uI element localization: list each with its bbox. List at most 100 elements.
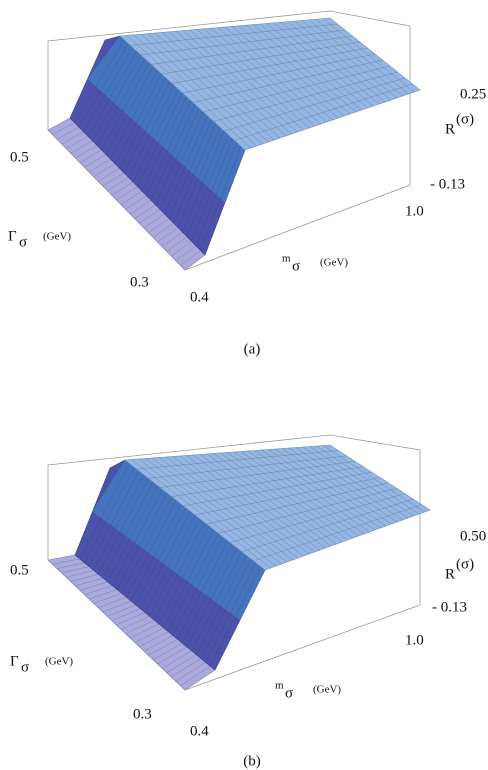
mesh-line	[308, 19, 403, 97]
mesh-line	[182, 130, 225, 233]
x-axis-label-sub: σ	[292, 258, 300, 274]
mesh-line	[140, 511, 191, 609]
mesh-line	[84, 585, 113, 595]
mesh-line	[280, 22, 380, 105]
mesh-line	[302, 446, 409, 519]
z-axis-label-sup: (σ)	[456, 111, 474, 127]
mesh-line	[79, 581, 108, 591]
mesh-line	[322, 18, 415, 93]
mesh-line	[152, 222, 174, 238]
mesh-line	[192, 59, 383, 103]
mesh-line	[294, 20, 391, 101]
mesh-line	[241, 451, 359, 537]
mesh-line	[288, 447, 398, 523]
box-edge	[47, 434, 421, 605]
mesh-line	[180, 665, 211, 686]
mesh-line	[66, 570, 94, 578]
mesh-line	[152, 642, 183, 660]
mesh-line	[245, 25, 351, 115]
mesh-line	[213, 453, 337, 545]
mesh-line	[126, 500, 177, 598]
mesh-line	[131, 459, 271, 569]
mesh-line	[89, 589, 118, 600]
x-tick-label: 0.4	[190, 723, 209, 739]
mesh-line	[120, 616, 150, 630]
mesh-line	[93, 474, 144, 571]
mesh-line	[164, 115, 208, 215]
mesh-line	[193, 454, 321, 551]
mesh-line	[172, 47, 368, 84]
mesh-line	[57, 126, 80, 140]
x-axis-label: m	[282, 253, 291, 265]
mesh-line	[157, 227, 179, 243]
mesh-line	[107, 485, 158, 582]
mesh-line	[134, 627, 164, 643]
mesh-line	[273, 22, 374, 107]
mesh-line	[111, 181, 134, 196]
z-tick-label: - 0.13	[432, 599, 467, 615]
mesh-line	[268, 449, 381, 529]
mesh-line	[194, 477, 381, 516]
mesh-line	[177, 127, 221, 228]
mesh-line	[148, 639, 178, 656]
mesh-line	[159, 457, 293, 561]
mesh-line	[213, 71, 398, 122]
mesh-line	[234, 451, 354, 539]
mesh-line	[79, 149, 102, 163]
mesh-line	[111, 608, 141, 621]
mesh-line	[133, 34, 257, 147]
mesh-line	[200, 558, 252, 659]
mesh-line	[309, 446, 414, 517]
mesh-line	[295, 447, 403, 521]
y-axis-label: Γ	[8, 228, 17, 244]
mesh-line	[218, 488, 397, 534]
mesh-line	[186, 455, 315, 553]
mesh-line	[140, 34, 263, 145]
mesh-line	[130, 503, 182, 602]
mesh-line	[179, 455, 310, 555]
mesh-line	[150, 104, 196, 201]
mesh-line	[87, 51, 137, 137]
z-axis-label: R	[445, 566, 455, 582]
mesh-line	[161, 32, 281, 139]
mesh-line	[98, 168, 120, 182]
mesh-line	[315, 19, 409, 95]
mesh-line	[102, 172, 125, 187]
mesh-line	[92, 54, 142, 141]
mesh-line	[126, 35, 252, 149]
mesh-line	[175, 662, 206, 682]
mesh-line	[88, 470, 140, 567]
y-axis-label-sub: σ	[19, 234, 27, 250]
mesh-line	[175, 245, 197, 261]
mesh-line	[183, 471, 372, 507]
mesh-line	[74, 39, 125, 123]
mesh-line	[110, 70, 158, 160]
mesh-line	[220, 452, 343, 543]
mesh-line	[172, 536, 224, 636]
mesh-line	[84, 467, 135, 563]
mesh-line	[259, 23, 362, 111]
mesh-line	[189, 29, 304, 131]
mesh-line	[132, 89, 179, 183]
mesh-line	[161, 41, 361, 75]
mesh-line	[168, 533, 219, 632]
mesh-line	[143, 213, 165, 229]
mesh-line	[116, 492, 168, 590]
mesh-line	[159, 461, 356, 488]
y-axis-label-sub: σ	[21, 659, 29, 675]
y-axis-unit: (GeV)	[45, 656, 73, 668]
mesh-line	[149, 518, 200, 617]
mesh-line	[155, 108, 200, 205]
mesh-line	[175, 31, 292, 135]
mesh-line	[186, 547, 238, 648]
mesh-line	[191, 138, 233, 242]
mesh-line	[107, 604, 136, 617]
mesh-line	[200, 146, 242, 251]
mesh-line	[323, 445, 425, 513]
mesh-line	[171, 241, 192, 257]
mesh-line	[196, 29, 310, 129]
mesh-line	[78, 43, 129, 128]
box-edge	[47, 10, 411, 185]
mesh-line	[227, 452, 348, 541]
panel: 0.50- 0.130.50.31.00.4R(σ)Γ σ (GeV)m σ (GeV)…	[10, 434, 486, 769]
